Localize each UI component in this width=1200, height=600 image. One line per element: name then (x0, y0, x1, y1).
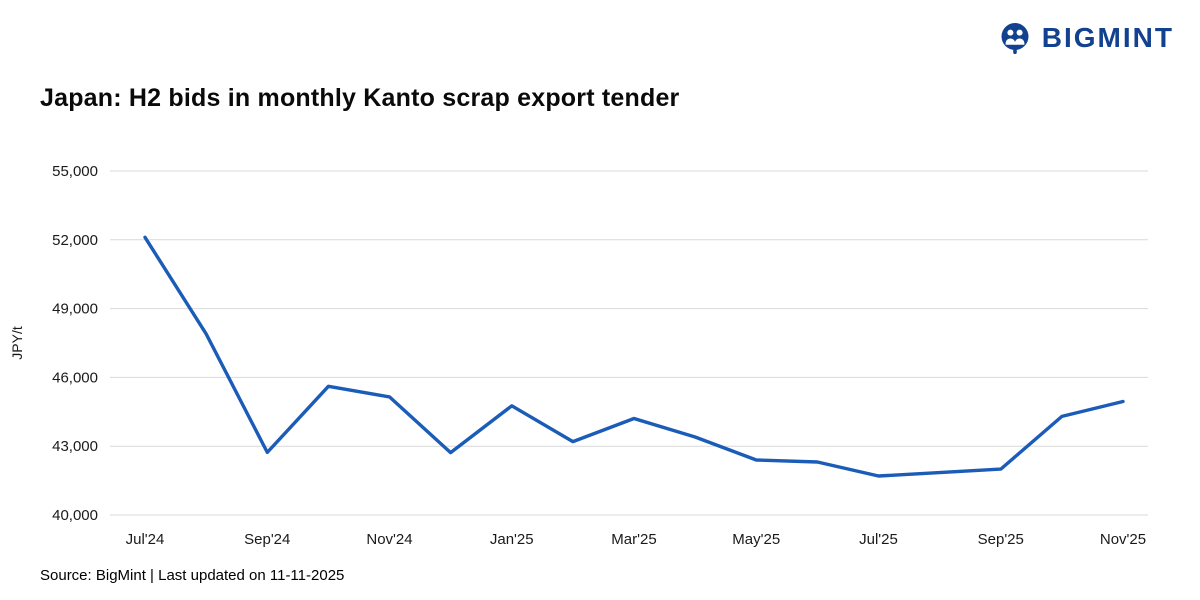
x-tick-label: Nov'25 (1100, 531, 1146, 548)
source-note: Source: BigMint | Last updated on 11-11-… (40, 567, 345, 584)
x-tick-label: Jul'24 (126, 531, 165, 548)
x-tick-label: Jan'25 (490, 531, 534, 548)
y-tick-label: 40,000 (52, 507, 98, 524)
x-tick-label: May'25 (732, 531, 780, 548)
bigmint-logo-text: BIGMINT (1041, 22, 1174, 53)
series-line (143, 235, 1125, 478)
x-tick-label: Nov'24 (366, 531, 412, 548)
y-axis-title: JPY/t (9, 326, 25, 360)
y-tick-label: 49,000 (52, 301, 98, 318)
y-tick-label: 52,000 (52, 232, 98, 249)
chart-title: Japan: H2 bids in monthly Kanto scrap ex… (40, 84, 680, 112)
bigmint-logo: BIGMINT (997, 20, 1174, 56)
line-chart: 40,000 43,000 46,000 49,000 52,000 55,000 Jul'… (9, 163, 1148, 548)
bigmint-logo-icon (1001, 23, 1029, 54)
x-tick-label: Mar'25 (611, 531, 656, 548)
x-tick-label: Jul'25 (859, 531, 898, 548)
x-tick-label: Sep'25 (978, 531, 1024, 548)
y-tick-label: 46,000 (52, 369, 98, 386)
y-tick-label: 43,000 (52, 438, 98, 455)
x-tick-label: Sep'24 (244, 531, 290, 548)
y-tick-label: 55,000 (52, 163, 98, 180)
